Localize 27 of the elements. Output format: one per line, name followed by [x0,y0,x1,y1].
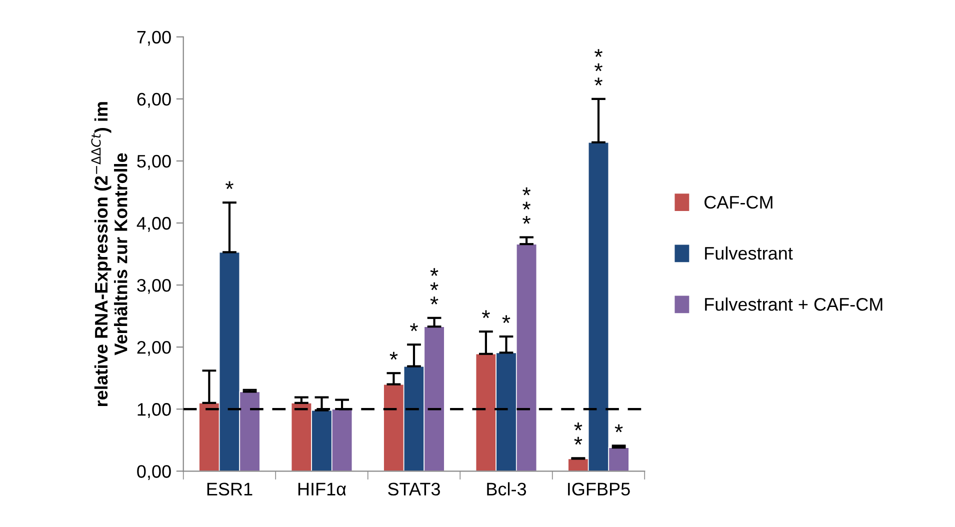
x-tick-label: ESR1 [207,482,252,496]
y-tick-label: 2,00 [137,341,171,356]
data-label: * * * [594,49,602,86]
data-label: * [482,310,490,318]
y-tick-label: 4,00 [136,216,171,232]
data-label: * [226,181,234,190]
data-label: * [410,323,418,332]
data-label: * [390,352,398,360]
x-tick-label: IGFBP5 [568,482,630,496]
y-tick-label: 1,00 [138,403,171,418]
y-tick-label: 7,00 [137,30,171,46]
x-tick-label: STAT3 [388,482,440,496]
y-tick-label: 5,00 [137,154,171,170]
data-label: * * * [430,268,438,304]
data-label: * * [574,422,582,445]
y-axis-title: relative RNA-Expression (2$^{−ΔΔCt}$) im Verhältnis zur Kontrolle [91,102,128,406]
y-tick-label: 6,00 [137,92,171,108]
data-label: * * * [522,187,531,224]
legend-label: Fulvestrant [705,246,793,260]
data-label: * [614,424,623,432]
y-tick-label: 0,00 [137,465,171,480]
data-label: * [502,315,510,324]
legend-label: Fulvestrant + CAF-CM [705,298,882,311]
x-tick-label: HIF1α [298,482,346,496]
legend-label: CAF-CM [704,196,772,209]
x-tick-label: Bcl-3 [487,482,526,496]
y-tick-label: 3,00 [137,278,171,294]
